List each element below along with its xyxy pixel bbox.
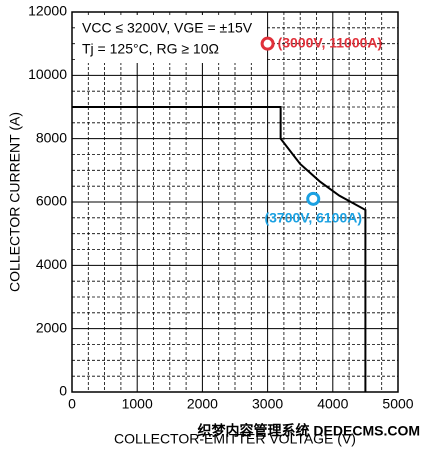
y-tick-label: 10000 — [28, 66, 67, 82]
x-axis-label: COLLECTOR-EMITTER VOLTAGE (V) — [114, 431, 356, 447]
x-tick-label: 2000 — [187, 396, 218, 412]
y-tick-label: 6000 — [36, 193, 67, 209]
x-tick-label: 5000 — [382, 396, 413, 412]
point-label: (3700V, 6100A) — [264, 210, 362, 226]
annotation: VCC ≤ 3200V, VGE = ±15V — [82, 20, 253, 36]
y-tick-label: 4000 — [36, 256, 67, 272]
x-tick-label: 0 — [68, 396, 76, 412]
x-tick-label: 1000 — [122, 396, 153, 412]
annotation-box — [75, 15, 267, 63]
point-marker — [260, 36, 275, 51]
y-tick-label: 12000 — [28, 3, 67, 19]
y-tick-label: 8000 — [36, 129, 67, 145]
plot-frame — [71, 11, 399, 393]
soa-line — [72, 106, 367, 392]
x-tick-label: 3000 — [252, 396, 283, 412]
y-axis-label: COLLECTOR CURRENT (A) — [7, 112, 23, 292]
x-tick-label: 4000 — [317, 396, 348, 412]
watermark: 织梦内容管理系统 DEDECMS.COM — [198, 423, 420, 439]
annotation: Tj = 125°C, RG ≥ 10Ω — [82, 41, 219, 57]
point-marker — [306, 191, 321, 206]
point-label: (3000V, 11000A) — [278, 34, 383, 50]
y-tick-label: 0 — [59, 383, 67, 399]
y-tick-label: 2000 — [36, 319, 67, 335]
